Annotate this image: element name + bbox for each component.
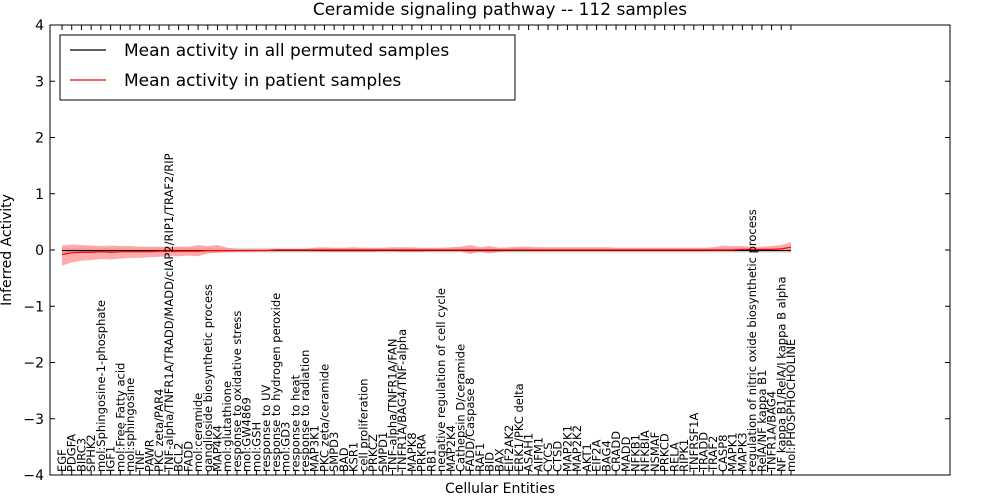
x-tick-label: TRAF2 bbox=[706, 436, 720, 473]
x-tick-label: RIPK1 bbox=[677, 439, 691, 472]
y-tick-label: 2 bbox=[35, 131, 44, 147]
y-tick-label: 0 bbox=[35, 243, 44, 259]
x-tick-label: BIRC3 bbox=[74, 438, 88, 472]
x-tick-label: CASP8 bbox=[716, 435, 730, 472]
x-tick-label: TNFR1A/BAG4 bbox=[765, 391, 779, 473]
x-tick-label: regulation of nitric oxide biosynthetic … bbox=[745, 209, 759, 472]
y-tick-label: −1 bbox=[23, 299, 44, 315]
plot-area bbox=[49, 24, 951, 476]
y-axis-label: Inferred Activity bbox=[0, 194, 15, 306]
x-tick-label: AIFM1 bbox=[531, 437, 545, 472]
x-tick-label: NSMAF bbox=[648, 432, 662, 472]
x-tick-label: KSR1 bbox=[347, 442, 361, 472]
legend-label-patient: Mean activity in patient samples bbox=[124, 71, 401, 91]
x-tick-label: MAP3K1 bbox=[308, 425, 322, 472]
x-tick-label: FADD bbox=[181, 441, 195, 472]
x-tick-label: mol:Free Fatty acid bbox=[113, 363, 127, 472]
x-tick-label: MAP2K1 bbox=[560, 425, 574, 472]
x-tick-label: SPHK2 bbox=[84, 434, 98, 472]
x-tick-label: FADD/Caspase 8 bbox=[463, 378, 477, 472]
x-tick-label: TNFR1A/BAG4/TNF-alpha bbox=[395, 329, 409, 473]
x-tick-label: MAPK3 bbox=[735, 432, 749, 472]
band-patient bbox=[62, 242, 791, 266]
x-tick-label: response to oxidative stress bbox=[230, 311, 244, 472]
x-tick-label: TNFRSF1A bbox=[687, 413, 701, 473]
y-tick-label: 4 bbox=[35, 18, 44, 34]
x-axis-label: Cellular Entities bbox=[445, 481, 555, 497]
x-tick-label: RAF1 bbox=[473, 443, 487, 472]
y-tick-label: 1 bbox=[35, 187, 44, 203]
x-tick-label: RelA/NF kappa B1 bbox=[755, 370, 769, 472]
x-tick-label: MAPK8 bbox=[405, 432, 419, 472]
x-tick-label: TNF-alpha/TNFR1A/FAN bbox=[385, 339, 399, 473]
x-tick-label: PKC zeta/PAR4 bbox=[152, 389, 166, 472]
legend-label-permuted: Mean activity in all permuted samples bbox=[124, 41, 449, 61]
x-tick-label: MADD bbox=[619, 436, 633, 472]
x-tick-label: TRADD bbox=[697, 432, 711, 473]
x-tick-label: EIF2A bbox=[590, 439, 604, 472]
legend-box bbox=[59, 34, 516, 101]
x-tick-label: ERK1/PKC delta bbox=[512, 383, 526, 472]
x-tick-label: ganglioside biosynthetic process bbox=[201, 284, 215, 472]
x-tick-label: PRKCD bbox=[658, 433, 672, 472]
x-tick-label: NF kappa B1/RelA/I kappa B alpha bbox=[774, 276, 788, 472]
x-tick-label: mol:Sphingosine-1-phosphate bbox=[94, 300, 108, 472]
x-tick-label: RB1 bbox=[424, 449, 438, 472]
x-tick-label: Cathepsin D/ceramide bbox=[454, 344, 468, 472]
x-tick-label: SMPD1 bbox=[376, 432, 390, 472]
x-tick-label: SMPD3 bbox=[327, 432, 341, 472]
x-tick-label: MAP4K4 bbox=[211, 425, 225, 472]
series-lines bbox=[61, 246, 792, 256]
x-tick-label: response to UV bbox=[259, 384, 273, 472]
x-tick-label: EGF bbox=[55, 449, 69, 472]
x-tick-label: mol:GD3 bbox=[279, 422, 293, 472]
x-tick-label: MAP2K2 bbox=[570, 425, 584, 472]
x-tick-label: CYCS bbox=[541, 442, 555, 472]
x-tick-label: mol:sphingosine bbox=[123, 378, 137, 472]
y-tick-label: 3 bbox=[35, 74, 44, 90]
x-axis: EGFPDGFABIRC3SPHK2mol:Sphingosine-1-phos… bbox=[55, 25, 798, 475]
x-tick-label: PRKCZ bbox=[366, 434, 380, 472]
x-tick-label: CRADD bbox=[609, 431, 623, 472]
x-tick-label: BAG4 bbox=[599, 440, 613, 472]
x-tick-label: mol:GW4869 bbox=[240, 397, 254, 472]
y-axis: −4 −3 −2 −1 0 1 2 3 4 bbox=[23, 18, 950, 484]
x-tick-label: BID bbox=[483, 452, 497, 472]
x-tick-label: mol:ceramide bbox=[191, 393, 205, 472]
x-tick-label: EIF2AK2 bbox=[502, 425, 516, 472]
x-tick-label: PAWR bbox=[142, 439, 156, 472]
x-tick-label: ASAH1 bbox=[522, 433, 536, 472]
x-tick-label: negative regulation of cell cycle bbox=[434, 288, 448, 472]
x-tick-label: RELA bbox=[667, 442, 681, 472]
x-tick-label: MAPK1 bbox=[726, 432, 740, 472]
x-tick-label: MAP2K4 bbox=[444, 425, 458, 472]
x-tick-label: AKT1 bbox=[580, 443, 594, 472]
x-tick-label: PKC zeta/ceramide bbox=[317, 364, 331, 472]
x-tick-label: PDGFA bbox=[65, 434, 79, 472]
x-tick-label: response to heat bbox=[288, 375, 302, 472]
chart-title: Ceramide signaling pathway -- 112 sample… bbox=[313, 0, 687, 20]
x-tick-label: PRKRA bbox=[415, 434, 429, 472]
x-tick-label: BAX bbox=[492, 448, 506, 472]
x-tick-label: BCL2 bbox=[172, 443, 186, 472]
x-tick-label: NFKB1 bbox=[628, 434, 642, 472]
x-tick-label: mol:PHOSPHOCHOLINE bbox=[784, 339, 798, 472]
x-tick-label: BAD bbox=[337, 447, 351, 472]
x-tick-label: mol:GSH bbox=[249, 422, 263, 472]
x-tick-label: response to hydrogen peroxide bbox=[269, 293, 283, 472]
y-tick-label: −4 bbox=[23, 468, 44, 484]
line-patient bbox=[61, 246, 792, 256]
x-tick-label: TNF bbox=[133, 450, 147, 473]
x-tick-label: cell proliferation bbox=[356, 378, 370, 472]
y-tick-label: −3 bbox=[23, 412, 44, 428]
x-tick-label: IGF1 bbox=[104, 446, 118, 472]
x-tick-label: NFKBIA bbox=[638, 430, 652, 472]
legend: Mean activity in all permuted samples Me… bbox=[59, 34, 516, 101]
y-tick-label: −2 bbox=[23, 356, 44, 372]
x-tick-label: response to radiation bbox=[298, 350, 312, 472]
x-tick-label: CTSD bbox=[551, 441, 565, 472]
x-tick-label: TNF-alpha/TNFR1A/TRADD/MADD/cIAP2/RIP1/T… bbox=[162, 153, 176, 473]
x-tick-label: mol:glutathione bbox=[220, 381, 234, 472]
